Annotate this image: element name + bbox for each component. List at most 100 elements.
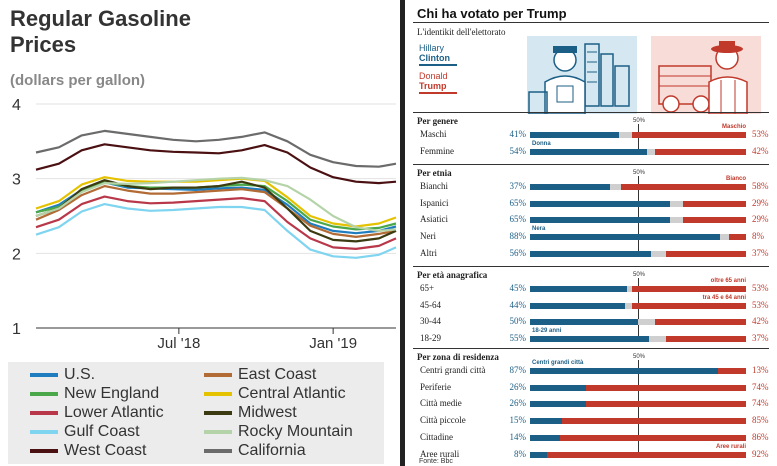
legend-label: New England [64,385,160,402]
clinton-percent: 26% [509,381,527,392]
series-line-midwest [35,179,397,243]
clinton-percent: 41% [509,129,527,139]
clinton-bar [530,451,548,458]
clinton-bar [530,434,561,441]
trump-percent: 53% [752,283,769,293]
row-label: Centri grandi città [420,365,486,375]
clinton-percent: 45% [509,283,527,293]
clinton-percent: 88% [509,231,527,242]
trump-percent: 42% [752,145,769,156]
y-tick-label: 2 [12,246,21,263]
section-title: Per genere [417,116,458,126]
trump-percent: 13% [752,365,769,375]
gasoline-chart-title: Regular Gasoline Prices [10,6,191,57]
legend-swatch [30,429,58,434]
trump-bar [586,384,746,391]
trump-bar [655,148,746,155]
fifty-percent-label: 50% [633,354,646,360]
clinton-bar [530,200,671,207]
trump-percent: 53% [752,299,769,310]
clinton-voter-illustration [527,36,637,114]
legend-item: West Coast [30,442,146,460]
row-label: Aree rurali [420,448,460,459]
row-label: Periferie [420,381,451,392]
legend-clinton-last: Clinton [419,53,450,63]
legend-swatch [204,391,232,396]
series-line-gulf-coast [35,203,397,259]
fifty-percent-label: 50% [633,118,646,124]
clinton-percent: 65% [509,197,527,208]
legend-label: California [238,442,306,459]
legend-item: California [204,442,306,460]
legend-trump-last: Trump [419,81,447,91]
trump-bar [683,217,746,224]
gasoline-legend: U.S. East Coast New England Central Atlanti… [8,362,384,464]
clinton-percent: 8% [514,448,526,459]
clinton-percent: 55% [509,333,527,344]
source-note: Fonte: Bbc [419,458,453,465]
trump-percent: 29% [752,214,769,225]
bar-background [530,319,746,326]
clinton-bar [530,217,671,224]
panel-divider [400,0,405,466]
row-label: Femmine [420,145,454,156]
legend-swatch [204,429,232,434]
legend-item: Rocky Mountain [204,423,353,441]
clinton-percent: 87% [509,365,527,375]
legend-item: Lower Atlantic [30,404,164,422]
row-label: Altri [420,247,437,258]
trump-percent: 37% [752,333,769,344]
trump-bar [560,434,746,441]
legend-swatch [30,410,58,415]
trump-percent: 29% [752,197,769,208]
legend-label: Central Atlantic [238,385,346,402]
clinton-bar [530,132,619,138]
clinton-bar [530,250,651,257]
legend-swatch [30,448,58,453]
clinton-bar [530,368,718,374]
row-annotation: Maschio [721,124,746,130]
trump-bar [728,234,746,241]
clinton-percent: 26% [509,398,527,409]
row-label: Bianchi [420,181,448,191]
clinton-percent: 50% [509,316,527,327]
legend-label: East Coast [238,366,317,383]
row-annotation: Donna [532,140,551,147]
series-line-west-coast [35,143,397,185]
section-rule [413,112,769,113]
legend-trump-first: Donald [419,71,448,81]
trump-bar [562,418,746,425]
legend-label: Midwest [238,404,297,421]
series-line-california [35,129,397,168]
clinton-percent: 54% [509,145,527,156]
x-tick-label: Jul '18 [157,335,200,352]
y-tick-label: 3 [12,172,21,189]
trump-bar [655,319,746,326]
trump-voters-panel: Chi ha votato per Trump L'identikit dell… [405,0,777,466]
section-title: Per etnia [417,168,452,178]
legend-item: U.S. [30,366,95,384]
trump-percent: 86% [752,431,769,442]
clinton-bar [530,234,721,241]
trump-bar [666,336,746,343]
row-annotation: 18-29 anni [532,328,562,335]
trump-percent: 74% [752,381,769,392]
trump-bar [717,368,746,374]
row-label: Ispanici [420,197,449,208]
fifty-percent-line [638,124,639,155]
row-annotation: Bianco [725,176,746,182]
row-label: 65+ [420,283,435,293]
section-title: Per zona di residenza [417,352,499,362]
x-tick-label: Jan '19 [309,335,357,352]
row-label: Neri [420,231,436,242]
legend-item: New England [30,385,159,403]
series-line-central-atlantic [35,176,397,228]
trump-voter-illustration [651,36,761,114]
trump-percent: 53% [752,129,769,139]
clinton-bar [530,319,638,326]
legend-item: East Coast [204,366,316,384]
trump-bar [547,451,746,458]
section-title: Per età anagrafica [417,270,488,280]
row-label: Città piccole [420,415,466,426]
gasoline-chart-subtitle: (dollars per gallon) [10,72,146,89]
